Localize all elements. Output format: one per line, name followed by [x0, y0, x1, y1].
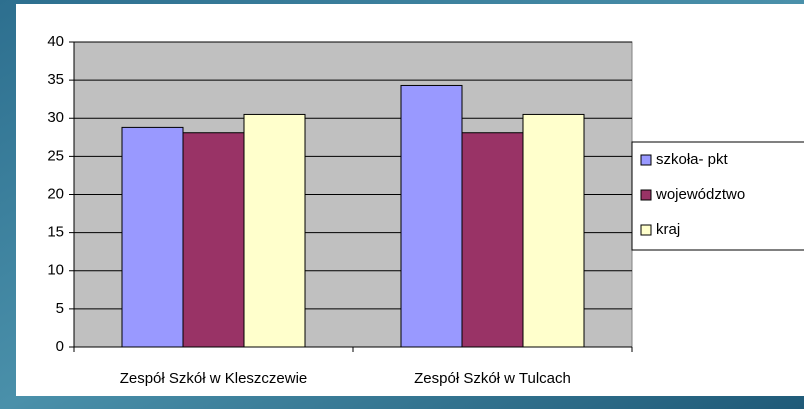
legend-label: kraj — [656, 221, 680, 238]
x-tick-label: Zespół Szkół w Tulcach — [414, 370, 571, 387]
bar — [461, 132, 524, 348]
y-tick-label: 25 — [47, 147, 64, 164]
bar — [522, 113, 585, 348]
legend-label: szkoła- pkt — [656, 151, 729, 168]
legend-swatch — [640, 154, 652, 166]
y-tick-label: 30 — [47, 109, 64, 126]
y-tick-label: 35 — [47, 71, 64, 88]
bar — [182, 132, 245, 348]
y-tick-label: 20 — [47, 185, 64, 202]
y-tick-label: 15 — [47, 224, 64, 241]
y-tick-label: 40 — [47, 33, 64, 50]
y-tick-label: 5 — [56, 300, 64, 317]
y-tick-label: 0 — [56, 338, 64, 355]
legend-swatch — [640, 189, 652, 201]
bar — [243, 113, 306, 348]
legend-label: województwo — [655, 186, 745, 203]
bar — [400, 84, 463, 348]
legend-box — [631, 141, 804, 251]
y-tick-label: 10 — [47, 262, 64, 279]
bar — [121, 126, 184, 348]
legend-swatch — [640, 224, 652, 236]
x-tick-label: Zespół Szkół w Kleszczewie — [120, 370, 308, 387]
